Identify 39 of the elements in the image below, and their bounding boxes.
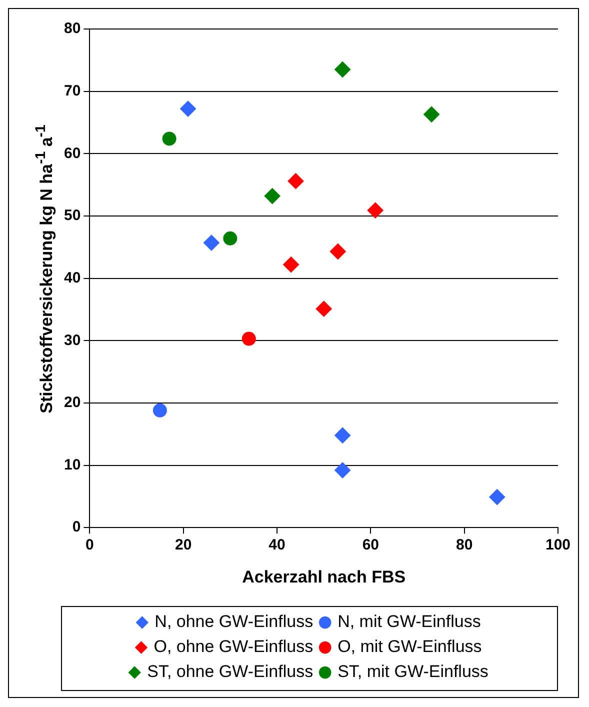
x-tick-label: 80	[456, 536, 473, 554]
y-tick-label: 10	[64, 456, 81, 474]
point	[283, 256, 300, 273]
x-tick-label: 40	[268, 536, 286, 554]
point	[367, 202, 384, 218]
x-tick-label: 100	[545, 536, 571, 554]
point	[334, 427, 351, 444]
y-tick-label: 60	[64, 144, 81, 162]
point	[288, 173, 304, 190]
y-tick-label: 80	[64, 20, 81, 38]
x-axis-title: Ackerzahl nach FBS	[242, 567, 406, 586]
x-tick-label: 0	[86, 536, 94, 554]
point	[152, 403, 167, 418]
y-tick-label: 30	[64, 332, 81, 349]
point	[330, 244, 346, 260]
point	[162, 132, 176, 146]
point	[264, 188, 280, 204]
point	[424, 106, 440, 122]
x-tick-label: 60	[362, 536, 380, 554]
point	[223, 231, 238, 246]
point	[203, 234, 220, 251]
legend-label: O, ohne GW-Einfluss	[154, 637, 314, 656]
y-tick-label: 50	[64, 207, 81, 224]
point	[316, 300, 332, 317]
y-tick-label: 70	[64, 82, 81, 100]
legend-label: ST, mit GW-Einfluss	[338, 662, 488, 682]
x-tick-label: 20	[175, 536, 192, 554]
legend-label: O, mit GW-Einfluss	[338, 637, 482, 656]
point	[242, 332, 256, 346]
legend-label: N, ohne GW-Einfluss	[154, 612, 314, 632]
legend-label: ST, ohne GW-Einfluss	[147, 662, 314, 682]
point	[334, 62, 351, 78]
point	[489, 489, 506, 506]
point	[334, 462, 351, 478]
point	[180, 100, 196, 117]
legend-label: N, mit GW-Einfluss	[338, 612, 481, 632]
y-tick-label: 0	[72, 518, 81, 536]
y-tick-label: 20	[64, 394, 81, 412]
y-tick-label: 40	[64, 269, 81, 286]
